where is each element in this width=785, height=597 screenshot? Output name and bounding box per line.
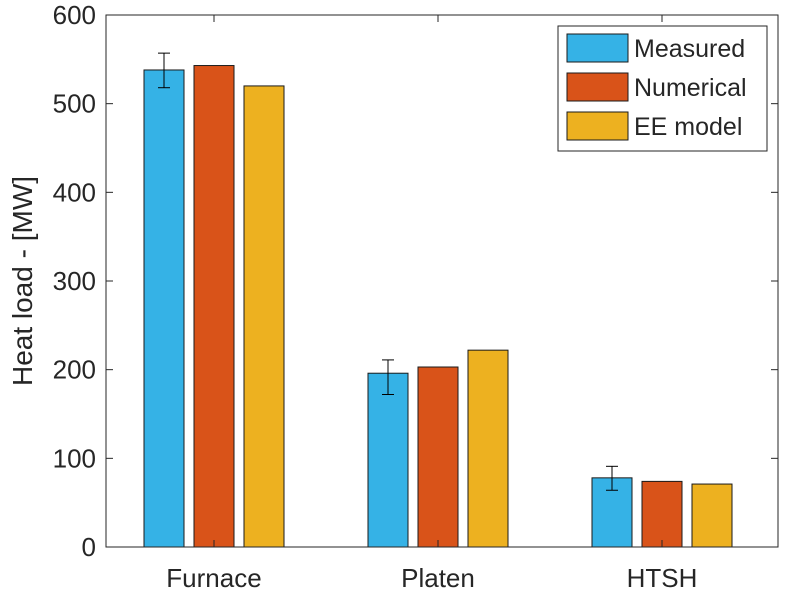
legend-label-ee-model: EE model (634, 113, 742, 141)
legend-label-measured: Measured (634, 35, 745, 63)
ticks-layer: 0 100 200 300 400 500 600 Furnace Platen HTSH (53, 0, 778, 593)
y-tick-label: 0 (82, 532, 96, 562)
y-tick-label: 600 (53, 0, 96, 30)
legend-item-ee-model: EE model (566, 111, 742, 141)
legend-swatch-measured (566, 33, 629, 63)
error-bars-layer (158, 52, 618, 491)
legend-items: Measured Numerical EE model (566, 33, 747, 141)
y-tick-label: 400 (53, 177, 96, 207)
legend-item-numerical: Numerical (566, 72, 747, 102)
y-axis-label: Heat load - [MW] (7, 176, 38, 386)
bar-numerical-htsh (641, 480, 683, 548)
bar-ee-model-platen (467, 349, 509, 548)
bar-ee-model-furnace (243, 85, 285, 548)
bar-ee-model-htsh (691, 483, 733, 548)
bar-measured-furnace (143, 69, 185, 548)
error-bar-measured-platen (382, 359, 394, 395)
x-tick-label-platen: Platen (401, 563, 475, 592)
bars-layer (143, 65, 733, 548)
error-bar-measured-htsh (606, 465, 618, 491)
y-tick-label: 100 (53, 443, 96, 473)
legend: Measured Numerical EE model (557, 25, 768, 152)
legend-swatch-numerical (566, 72, 629, 102)
legend-label-numerical: Numerical (634, 74, 747, 102)
y-tick-label: 500 (53, 89, 96, 119)
error-bar-measured-furnace (158, 52, 170, 89)
bar-numerical-furnace (193, 65, 235, 548)
bar-measured-platen (367, 372, 409, 548)
x-tick-label-htsh: HTSH (627, 563, 698, 592)
y-tick-label: 300 (53, 266, 96, 296)
legend-swatch-ee-model (566, 111, 629, 141)
y-tick-label: 200 (53, 355, 96, 385)
bar-numerical-platen (417, 366, 459, 548)
x-tick-label-furnace: Furnace (166, 563, 261, 592)
legend-item-measured: Measured (566, 33, 745, 63)
